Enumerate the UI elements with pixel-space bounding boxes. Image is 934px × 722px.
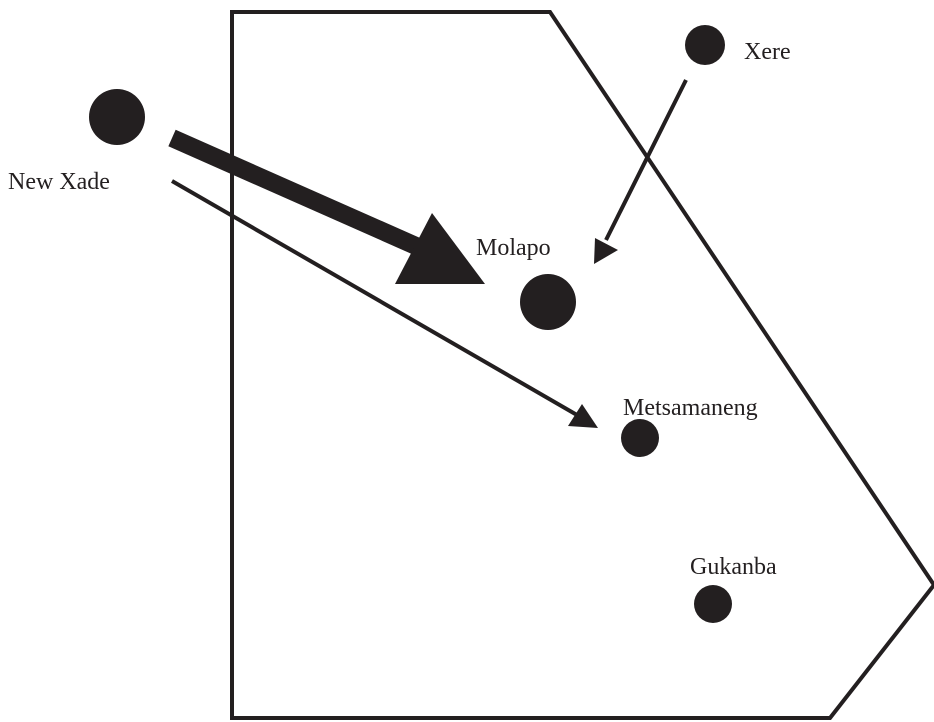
flow-arrowhead	[568, 404, 598, 428]
flow-arrow-shaft	[604, 79, 688, 241]
flow-arrow-shaft	[168, 129, 429, 259]
flow-arrowhead	[395, 213, 485, 284]
settlement-marker-molapo	[520, 274, 576, 330]
settlement-marker-gukanba	[694, 585, 732, 623]
settlement-marker-xere	[685, 25, 725, 65]
flow-arrow-xere-to-molapo	[594, 79, 688, 264]
place-label-gukanba: Gukanba	[690, 554, 777, 580]
settlement-marker-metsamaneng	[621, 419, 659, 457]
place-label-xere: Xere	[744, 39, 791, 65]
flow-arrow-new-xade-to-molapo	[168, 129, 485, 284]
place-label-metsamaneng: Metsamaneng	[623, 395, 758, 421]
place-label-new-xade: New Xade	[8, 169, 110, 195]
place-label-molapo: Molapo	[476, 235, 551, 261]
settlement-marker-new-xade	[89, 89, 145, 145]
flow-arrow-new-xade-to-metsamaneng	[170, 179, 598, 428]
reserve-boundary	[230, 10, 934, 720]
flow-arrow-shaft	[170, 179, 579, 417]
flow-arrowhead	[594, 238, 618, 264]
